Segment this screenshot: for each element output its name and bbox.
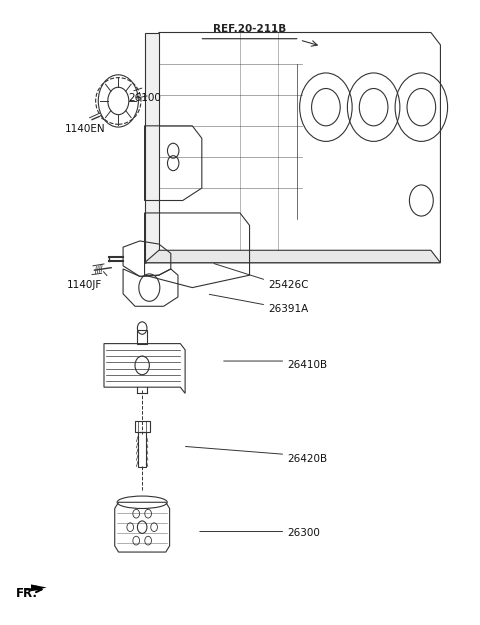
Bar bbox=[134, 421, 150, 432]
Text: 1140JF: 1140JF bbox=[67, 279, 103, 289]
Text: 1140EN: 1140EN bbox=[65, 124, 105, 134]
Bar bbox=[138, 432, 146, 466]
Text: REF.20-211B: REF.20-211B bbox=[213, 24, 286, 34]
Polygon shape bbox=[31, 584, 47, 591]
Text: 26410B: 26410B bbox=[288, 361, 328, 371]
Text: 26300: 26300 bbox=[288, 528, 321, 538]
Bar bbox=[137, 330, 147, 344]
Polygon shape bbox=[144, 32, 159, 262]
Polygon shape bbox=[144, 250, 441, 262]
Text: 25426C: 25426C bbox=[269, 279, 309, 289]
Text: 26420B: 26420B bbox=[288, 454, 328, 464]
Text: FR.: FR. bbox=[16, 588, 38, 600]
Text: 26100: 26100 bbox=[128, 93, 161, 103]
Text: 26391A: 26391A bbox=[269, 304, 309, 314]
